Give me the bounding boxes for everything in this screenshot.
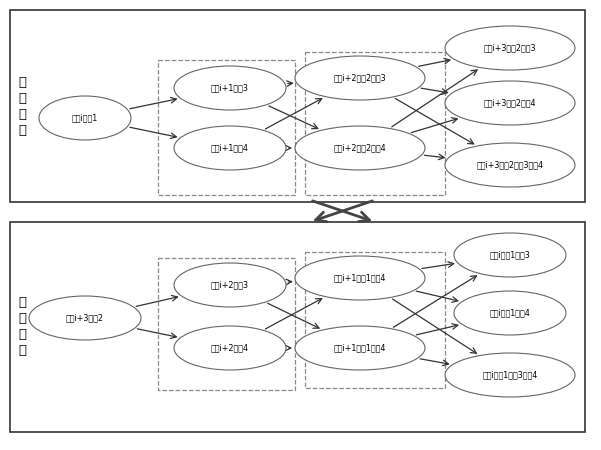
- Text: 下
行
车
道: 下 行 车 道: [18, 297, 26, 357]
- Ellipse shape: [295, 256, 425, 300]
- Ellipse shape: [445, 26, 575, 70]
- Text: 路口i+1相位1相位4: 路口i+1相位1相位4: [334, 274, 386, 283]
- Ellipse shape: [174, 66, 286, 110]
- Bar: [158, 258, 295, 390]
- Text: 路口i+1相位1相位4: 路口i+1相位1相位4: [334, 343, 386, 352]
- Text: 路口i+2相位4: 路口i+2相位4: [211, 343, 249, 352]
- Bar: [10, 10, 585, 202]
- Bar: [158, 60, 295, 195]
- Text: 路口i+2相位2相位4: 路口i+2相位2相位4: [334, 144, 386, 153]
- Text: 路口i相位1相位4: 路口i相位1相位4: [490, 309, 530, 318]
- Ellipse shape: [39, 96, 131, 140]
- Ellipse shape: [454, 291, 566, 335]
- Ellipse shape: [174, 326, 286, 370]
- Ellipse shape: [445, 143, 575, 187]
- Ellipse shape: [174, 126, 286, 170]
- Text: 路口i+1相位4: 路口i+1相位4: [211, 144, 249, 153]
- Text: 路口i相位1: 路口i相位1: [72, 113, 98, 122]
- Ellipse shape: [29, 296, 141, 340]
- Bar: [305, 252, 445, 388]
- Text: 路口i+3相位2: 路口i+3相位2: [66, 314, 104, 323]
- Text: 路口i+3相位2相位3相位4: 路口i+3相位2相位3相位4: [477, 161, 543, 170]
- Text: 路口i相位1相位3: 路口i相位1相位3: [490, 251, 530, 260]
- Ellipse shape: [174, 263, 286, 307]
- Text: 路口i相位1相位3相位4: 路口i相位1相位3相位4: [483, 370, 538, 379]
- Ellipse shape: [295, 326, 425, 370]
- Text: 路口i+3相位2相位3: 路口i+3相位2相位3: [484, 44, 536, 53]
- Text: 路口i+2相位3: 路口i+2相位3: [211, 280, 249, 289]
- Ellipse shape: [445, 81, 575, 125]
- Text: 路口i+3相位2相位4: 路口i+3相位2相位4: [484, 99, 536, 108]
- Text: 路口i+1相位3: 路口i+1相位3: [211, 84, 249, 93]
- Ellipse shape: [295, 126, 425, 170]
- Ellipse shape: [295, 56, 425, 100]
- Bar: [305, 52, 445, 195]
- Ellipse shape: [454, 233, 566, 277]
- Ellipse shape: [445, 353, 575, 397]
- Bar: [10, 222, 585, 432]
- Text: 路口i+2相位2相位3: 路口i+2相位2相位3: [334, 73, 386, 82]
- Text: 上
行
车
道: 上 行 车 道: [18, 76, 26, 136]
